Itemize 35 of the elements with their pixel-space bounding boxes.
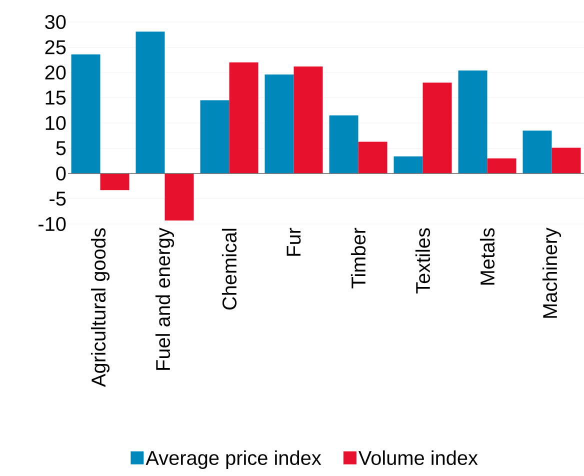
bar xyxy=(458,70,488,174)
bar xyxy=(264,74,294,174)
bar xyxy=(522,130,552,174)
x-tick-label: Agricultural goods xyxy=(90,228,110,387)
y-tick-label: 20 xyxy=(45,65,66,80)
y-tick-label: 25 xyxy=(45,40,66,54)
bar xyxy=(358,142,388,174)
legend-label: Volume index xyxy=(358,450,478,466)
y-tick-label: 5 xyxy=(56,141,66,156)
y-tick-label: 30 xyxy=(45,14,66,30)
bar xyxy=(71,54,100,174)
y-tick-label: -5 xyxy=(50,192,66,206)
x-tick-label: Textiles xyxy=(415,228,430,294)
x-tick-label: Metals xyxy=(480,228,495,285)
bar xyxy=(487,158,516,174)
x-tick-label: Machinery xyxy=(542,228,562,318)
bar xyxy=(394,156,423,174)
y-tick-label: 0 xyxy=(56,166,66,181)
y-tick-label: 15 xyxy=(46,90,66,105)
x-tick-label: Timber xyxy=(350,228,366,288)
x-tick-label: Chemical xyxy=(222,228,237,310)
bar xyxy=(422,82,452,174)
bar xyxy=(329,115,358,174)
bar xyxy=(164,174,194,220)
bar xyxy=(294,66,323,174)
bar xyxy=(200,100,230,174)
y-tick-label: -10 xyxy=(38,216,66,232)
bar xyxy=(100,174,130,190)
bar xyxy=(229,62,258,174)
x-tick-label: Fuel and energy xyxy=(155,228,174,370)
bar xyxy=(552,148,581,174)
x-tick-label: Fur xyxy=(286,228,301,256)
bar xyxy=(136,32,165,174)
y-tick-label: 10 xyxy=(46,116,66,130)
legend-label: Average price index xyxy=(146,450,322,469)
